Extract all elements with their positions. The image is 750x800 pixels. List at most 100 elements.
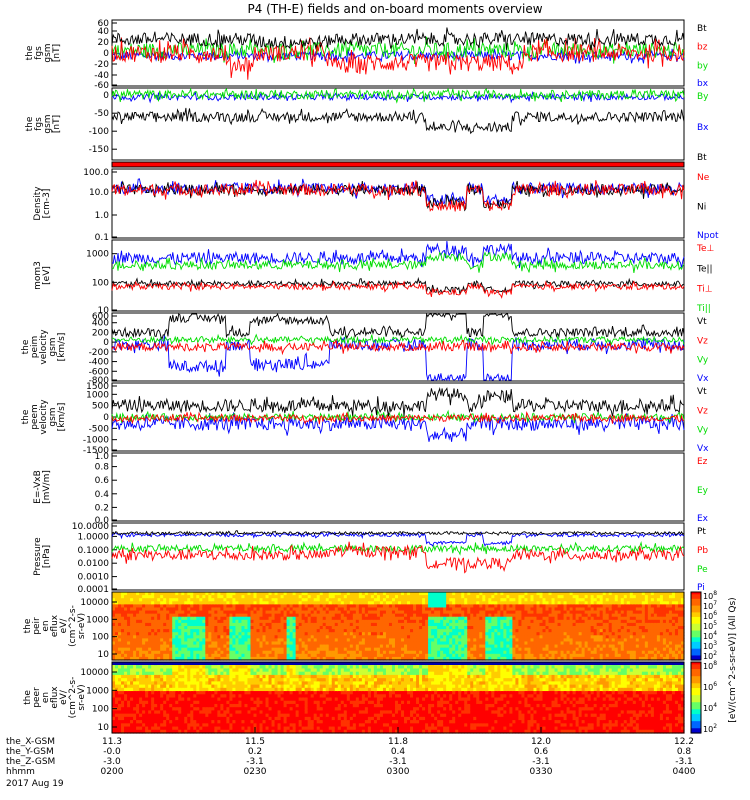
spectrogram-cell: [611, 635, 616, 639]
spectrogram-cell: [349, 601, 354, 605]
spectrogram-cell: [557, 616, 562, 621]
spectrogram-cell: [133, 641, 137, 646]
spectrogram-cell: [370, 635, 375, 639]
spectrogram-cell: [671, 601, 676, 605]
spectrogram-cell: [154, 647, 158, 652]
spectrogram-cell: [455, 653, 459, 658]
spectrogram-cell: [382, 653, 387, 658]
y-axis-label: fgs: [34, 117, 44, 131]
spectrogram-cell: [376, 641, 381, 646]
spectrogram-cell: [650, 653, 655, 658]
spectrogram-cell: [367, 647, 372, 652]
spectrogram-cell: [545, 647, 550, 652]
spectrogram-cell: [355, 632, 360, 636]
spectrogram-cell: [548, 598, 553, 602]
spectrogram-cell: [118, 681, 122, 686]
spectrogram-cell: [434, 592, 438, 596]
spectrogram-cell: [449, 622, 453, 627]
spectrogram-cell: [557, 610, 562, 615]
spectrogram-cell: [187, 607, 191, 612]
spectrogram-cell: [566, 610, 571, 615]
spectrogram-cell: [370, 592, 375, 596]
spectrogram-cell: [376, 635, 381, 639]
spectrogram-cell: [446, 595, 450, 599]
spectrogram-cell: [578, 592, 583, 596]
spectrogram-cell: [539, 653, 544, 658]
spectrogram-cell: [355, 656, 360, 661]
spectrogram-cell: [175, 653, 179, 658]
spectrogram-cell: [163, 726, 167, 731]
spectrogram-cell: [458, 607, 462, 612]
spectrogram-cell: [133, 644, 137, 649]
spectrogram-cell: [379, 613, 384, 618]
spectrogram-cell: [133, 592, 137, 596]
spectrogram-cell: [449, 632, 453, 636]
spectrogram-cell: [671, 626, 676, 630]
spectrogram-cell: [226, 610, 231, 615]
spectrogram-cell: [401, 610, 405, 615]
spectrogram-cell: [262, 601, 267, 605]
spectrogram-cell: [458, 641, 462, 646]
spectrogram-cell: [124, 723, 128, 728]
spectrogram-cell: [476, 644, 480, 649]
spectrogram-cell: [292, 607, 297, 612]
spectrogram-cell: [545, 644, 550, 649]
spectrogram-cell: [404, 644, 408, 649]
spectrogram-cell: [346, 592, 351, 596]
spectrogram-cell: [497, 619, 501, 624]
spectrogram-cell: [286, 619, 291, 624]
spectrogram-cell: [434, 647, 438, 652]
spectrogram-cell: [437, 610, 441, 615]
spectrogram-cell: [593, 656, 598, 661]
spectrogram-cell: [169, 720, 173, 724]
spectrogram-cell: [440, 595, 444, 599]
spectrogram-cell: [416, 607, 420, 612]
spectrogram-cell: [289, 656, 294, 661]
spectrogram-cell: [361, 629, 366, 633]
spectrogram-cell: [307, 629, 312, 633]
spectrogram-cell: [139, 681, 143, 686]
spectrogram-cell: [226, 622, 231, 627]
spectrogram-cell: [250, 601, 255, 605]
spectrogram-cell: [656, 638, 661, 643]
spectrogram-cell: [608, 644, 613, 649]
spectrogram-cell: [367, 592, 372, 596]
legend-entry: Ni: [697, 203, 706, 213]
spectrogram-cell: [262, 635, 267, 639]
spectrogram-cell: [488, 650, 492, 655]
spectrogram-cell: [500, 592, 504, 596]
spectrogram-cell: [208, 650, 212, 655]
spectrogram-cell: [385, 638, 390, 643]
spectrogram-cell: [518, 592, 523, 596]
spectrogram-cell: [572, 638, 577, 643]
spectrogram-cell: [271, 607, 276, 612]
spectrogram-cell: [470, 610, 474, 615]
spectrogram-cell: [112, 671, 116, 676]
spectrogram-cell: [148, 592, 152, 596]
spectrogram-cell: [142, 638, 146, 643]
spectrogram-cell: [494, 629, 498, 633]
spectrogram-cell: [142, 713, 146, 718]
spectrogram-cell: [620, 607, 625, 612]
spectrogram-cell: [590, 604, 595, 609]
spectrogram-cell: [229, 604, 234, 609]
spectrogram-cell: [145, 710, 149, 715]
spectrogram-cell: [226, 656, 231, 661]
spectrogram-cell: [382, 622, 387, 627]
spectrogram-cell: [346, 595, 351, 599]
spectrogram-cell: [121, 681, 125, 686]
spectrogram-cell: [401, 629, 405, 633]
y-axis-label: E=-VxB: [33, 470, 43, 504]
spectrogram-cell: [536, 629, 541, 633]
spectrogram-cell: [379, 595, 384, 599]
spectrogram-cell: [455, 644, 459, 649]
spectrogram-cell: [142, 647, 146, 652]
spectrogram-cell: [181, 592, 185, 596]
spectrogram-cell: [382, 632, 387, 636]
spectrogram-cell: [274, 613, 279, 618]
spectrogram-cell: [632, 592, 637, 596]
spectrogram-cell: [127, 598, 131, 602]
spectrogram-cell: [566, 650, 571, 655]
